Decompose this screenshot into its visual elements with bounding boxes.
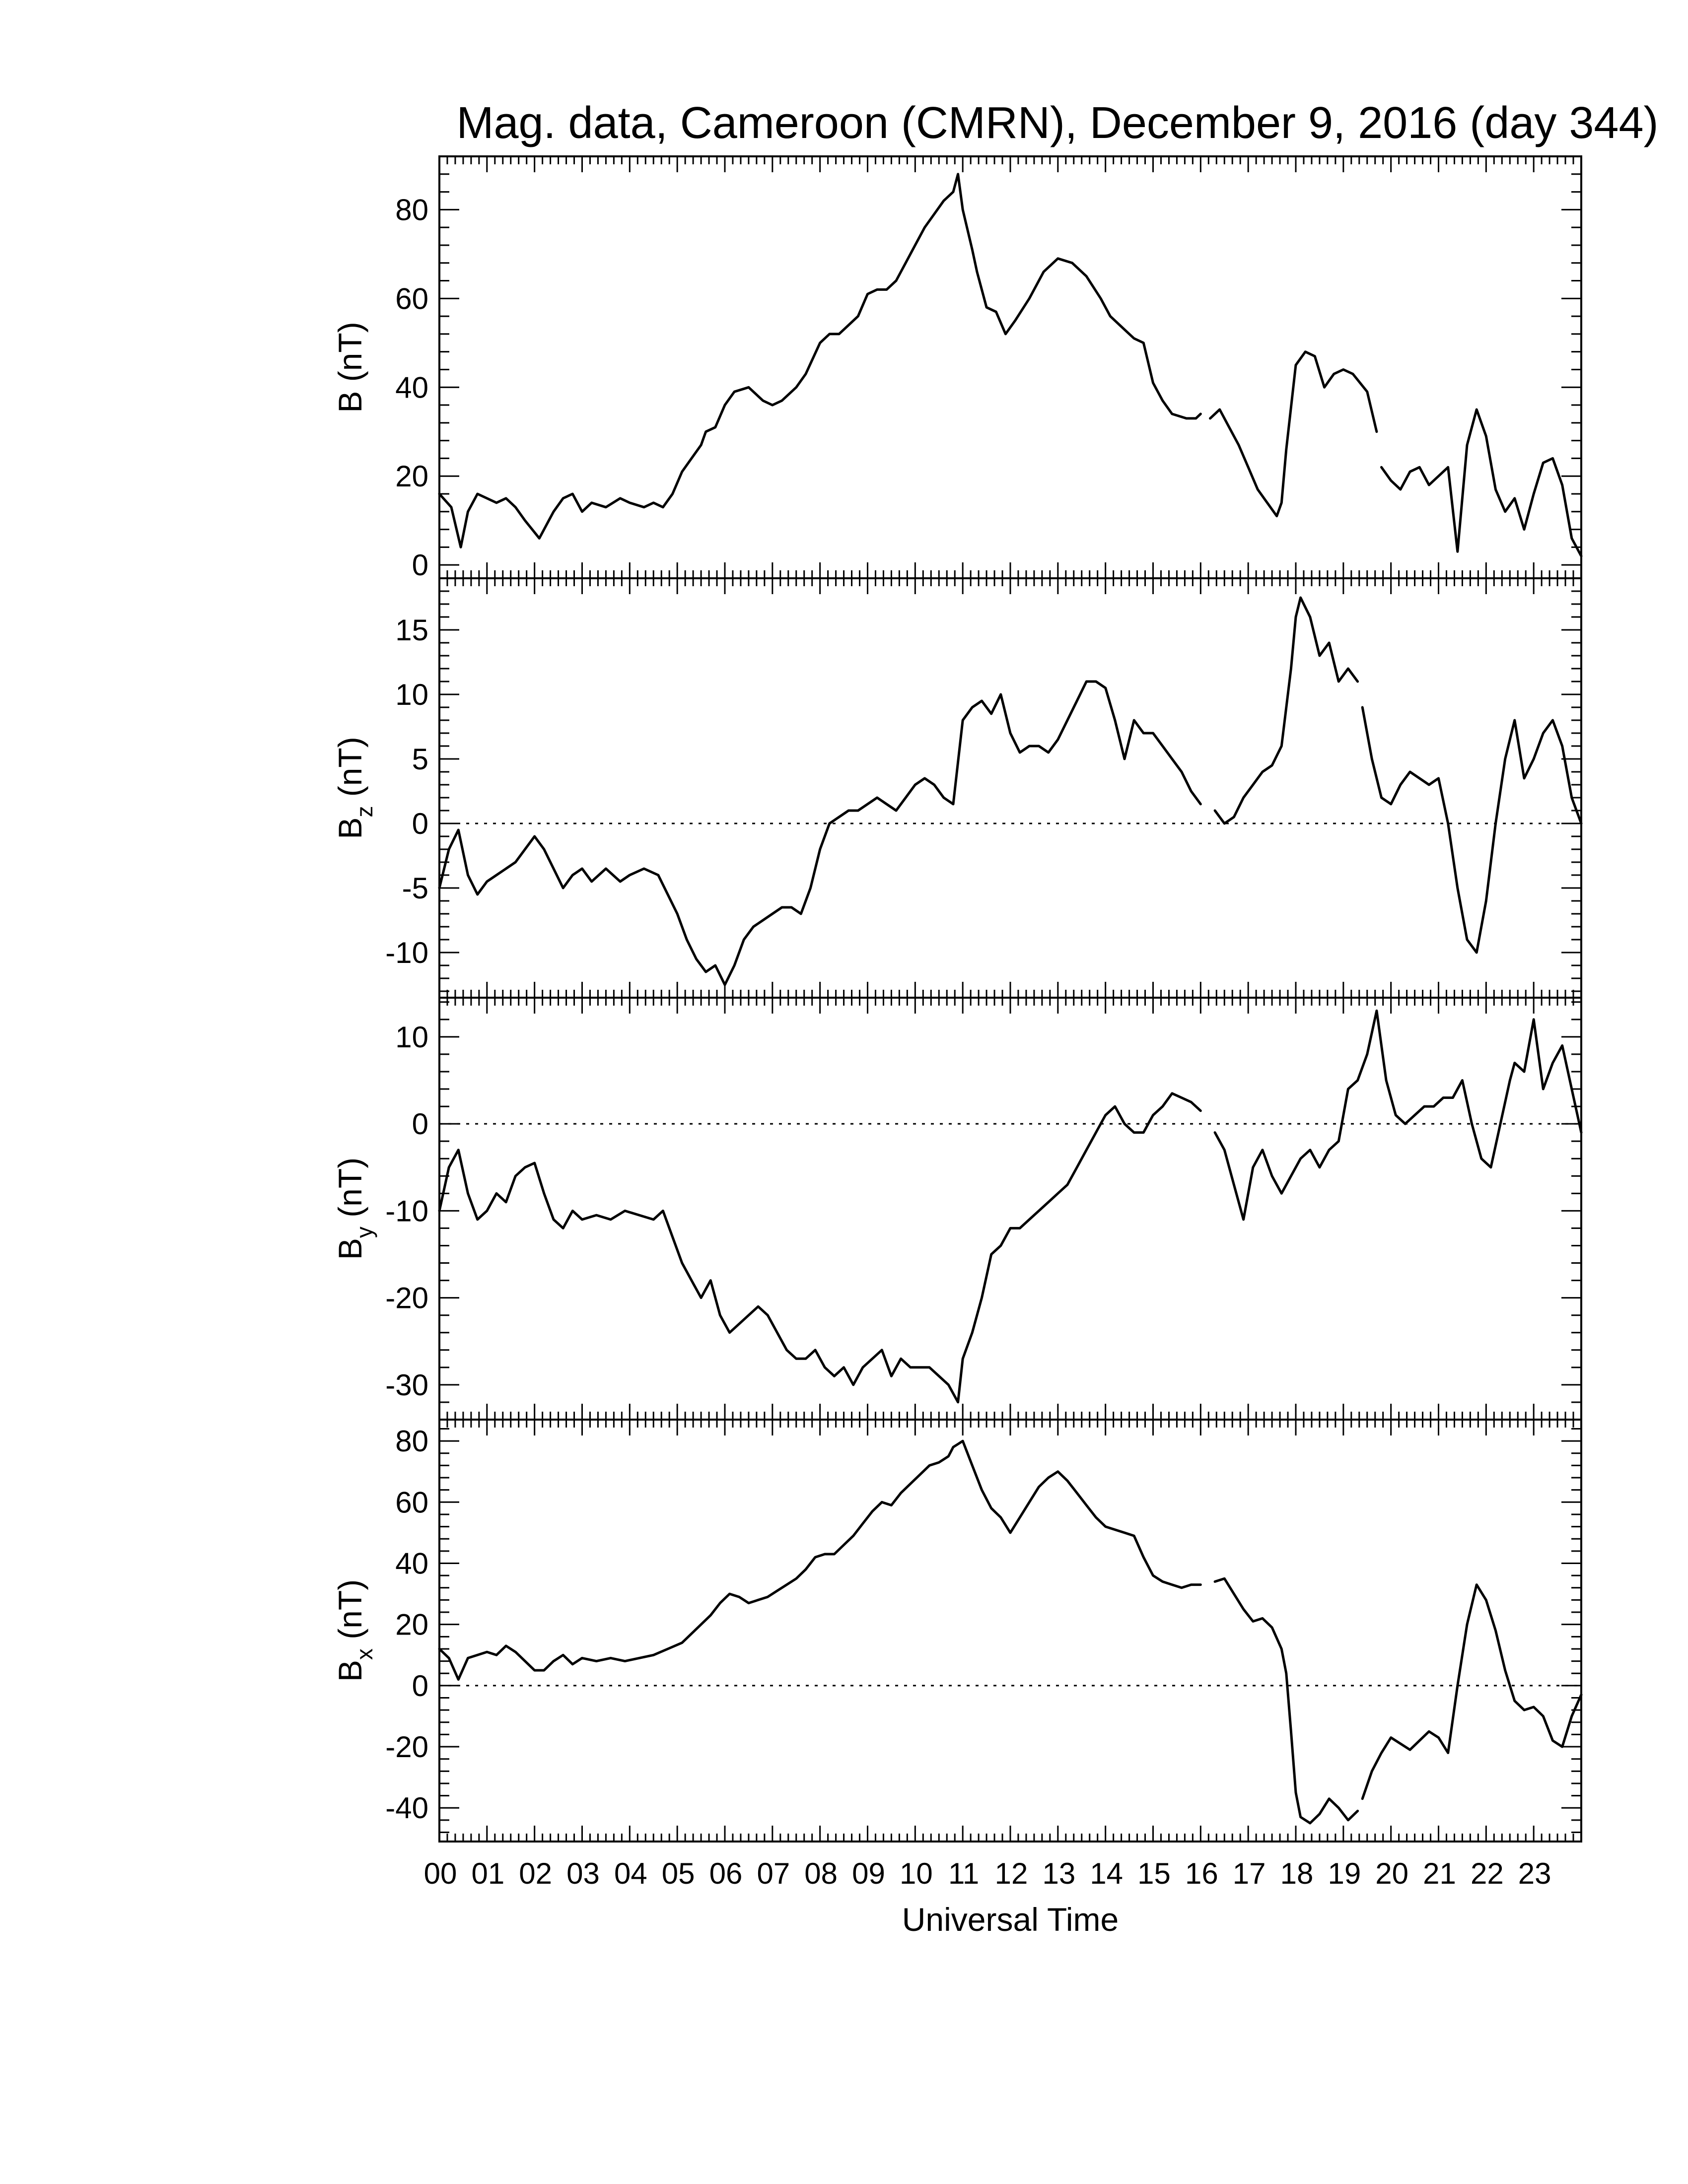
trace-Bz-segment-2 [1361,706,1583,954]
y-axis-label-main: B [332,391,368,413]
panel-B: 0 20 40 60 80 B (nT) [332,155,1583,582]
trace-Bz-segment-1 [1213,596,1359,825]
y-axis-label-subscript: z [352,806,377,818]
panel-By: -30 -20 -10 0 10 By (nT) [332,997,1583,1421]
y-axis-label-subscript: y [352,1227,377,1238]
x-tick-label: 06 [709,1857,743,1890]
y-tick-label: 80 [395,193,428,226]
x-tick-label: 20 [1375,1857,1408,1890]
x-tick-label: 18 [1280,1857,1314,1890]
y-axis-label-main: B [332,818,368,839]
y-tick-label: -40 [385,1791,428,1825]
trace-Bx-segment-1 [1213,1577,1359,1825]
trace-By-segment-1 [1213,1009,1583,1221]
y-axis-label-Bz: Bz (nT) [332,737,377,839]
y-tick-label: 40 [395,1547,428,1580]
x-tick-label: 05 [662,1857,695,1890]
x-tick-label: 09 [852,1857,885,1890]
x-tick-label: 10 [900,1857,933,1890]
y-tick-label: 40 [395,371,428,404]
y-tick-label: 0 [412,1107,428,1141]
x-tick-label: 08 [804,1857,838,1890]
y-tick-label: -30 [385,1368,428,1402]
x-tick-label: 03 [566,1857,600,1890]
y-axis-label-unit: (nT) [332,737,368,806]
x-tick-label: 04 [614,1857,647,1890]
y-tick-label: 15 [395,614,428,647]
y-axis-label-unit: (nT) [332,322,368,391]
x-tick-label: 11 [948,1857,979,1890]
y-tick-label: 60 [395,282,428,315]
x-tick-label: 07 [757,1857,790,1890]
trace-B-segment-1 [1209,350,1378,518]
y-tick-label: 0 [412,1669,428,1703]
y-tick-label: -20 [385,1282,428,1315]
y-tick-label: 20 [395,460,428,493]
chart-title: Mag. data, Cameroon (CMRN), December 9, … [456,98,1658,148]
y-axis-label-B: B (nT) [332,322,368,412]
y-tick-label: 10 [395,1021,428,1054]
y-axis-label-main: B [332,1238,368,1260]
y-tick-label: -20 [385,1730,428,1764]
y-tick-label: -10 [385,936,428,969]
trace-Bx-segment-2 [1361,1583,1583,1800]
x-tick-label: 22 [1471,1857,1504,1890]
y-tick-label: 10 [395,678,428,711]
trace-By-segment-0 [438,1092,1202,1404]
y-axis-label-Bx: Bx (nT) [332,1579,377,1682]
x-axis-label: Universal Time [902,1901,1119,1938]
y-tick-label: 0 [412,548,428,582]
y-tick-label: 0 [412,807,428,840]
trace-Bx-segment-0 [438,1439,1202,1681]
x-tick-label: 12 [995,1857,1028,1890]
trace-B-segment-2 [1380,408,1583,557]
x-tick-label: 16 [1185,1857,1218,1890]
panel-Bx: -40 -20 0 20 40 60 80 Bx (nT) [332,1419,1583,1843]
x-tick-label: 17 [1233,1857,1266,1890]
trace-B-segment-0 [438,173,1202,548]
x-tick-label: 21 [1423,1857,1456,1890]
x-axis: 00 01 02 03 04 05 06 07 08 09 10 11 12 13 14 15 16 17 18 19… [424,1857,1551,1890]
y-axis-label-main: B [332,1660,368,1682]
panel-Bz: -10 -5 0 5 10 15 Bz (nT) [332,577,1583,999]
x-tick-label: 13 [1042,1857,1075,1890]
y-tick-label: 60 [395,1486,428,1519]
x-tick-label: 14 [1090,1857,1123,1890]
y-axis-label-subscript: x [352,1648,377,1660]
y-tick-label: 80 [395,1425,428,1458]
x-tick-label: 19 [1328,1857,1361,1890]
x-tick-label: 23 [1518,1857,1551,1890]
y-tick-label: -5 [402,872,428,905]
x-tick-label: 02 [519,1857,552,1890]
x-tick-label: 15 [1137,1857,1171,1890]
trace-Bz-segment-0 [438,680,1202,986]
x-tick-label: 01 [471,1857,504,1890]
y-axis-label-unit: (nT) [332,1158,368,1227]
x-tick-label: 00 [424,1857,457,1890]
y-tick-label: 20 [395,1608,428,1641]
y-tick-label: 5 [412,743,428,776]
y-tick-label: -10 [385,1194,428,1228]
y-axis-label-unit: (nT) [332,1579,368,1648]
y-axis-label-By: By (nT) [332,1158,377,1260]
